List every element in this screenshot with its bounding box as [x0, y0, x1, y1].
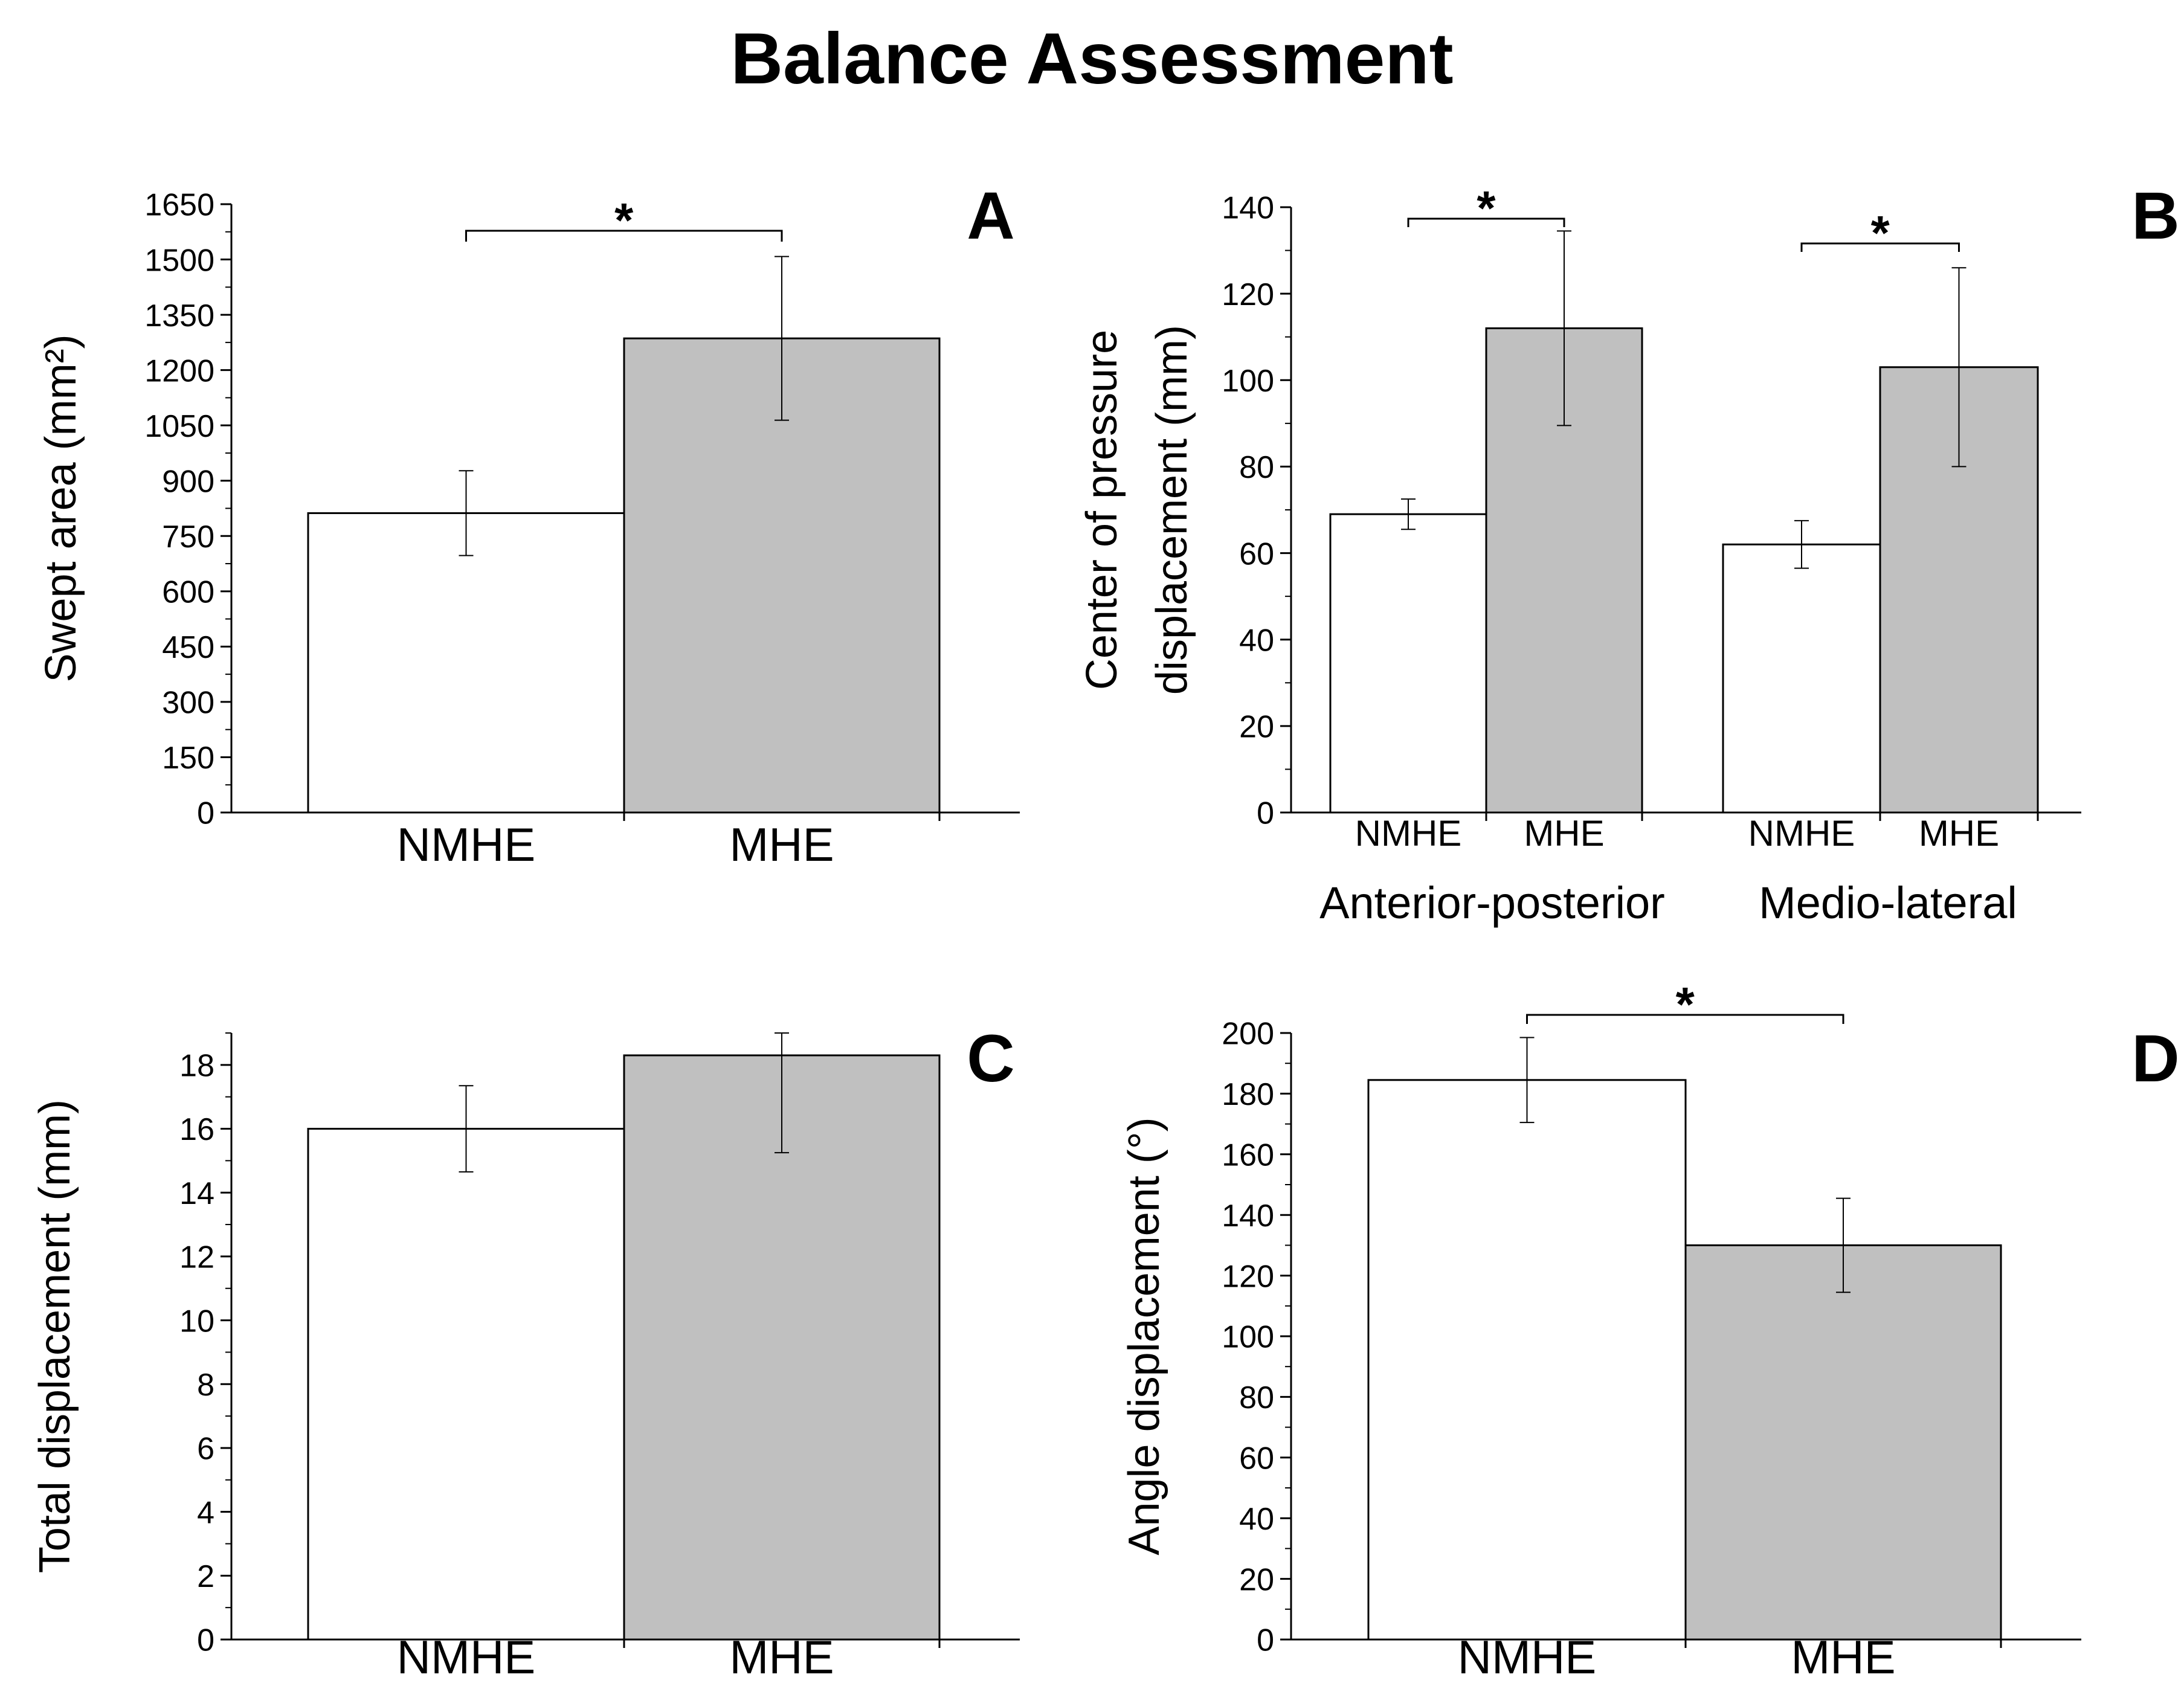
y-tick-label: 1050	[144, 409, 214, 444]
y-tick-label: 140	[1222, 1199, 1274, 1234]
group-label: Anterior-posterior	[1319, 878, 1665, 928]
y-tick-label: 8	[197, 1368, 214, 1403]
y-tick-label: 900	[162, 464, 214, 499]
y-tick-label: 60	[1239, 536, 1274, 571]
x-tick-label: NMHE	[1748, 813, 1855, 854]
y-tick-label: 150	[162, 741, 214, 776]
panel-label: A	[967, 179, 1014, 253]
y-tick-label: 100	[1222, 1320, 1274, 1355]
group-label: Medio-lateral	[1759, 878, 2017, 928]
significance-bracket	[1526, 1014, 1844, 1024]
y-tick-label: 2	[197, 1559, 214, 1594]
y-tick-label: 80	[1239, 1380, 1274, 1415]
bar-nmhe	[307, 512, 625, 814]
y-axis-label: Total displacement (mm)	[31, 1099, 79, 1573]
x-tick-label: NMHE	[397, 1630, 536, 1683]
y-tick-label: 180	[1222, 1077, 1274, 1112]
panel-label: C	[967, 1022, 1014, 1096]
y-tick-label: 160	[1222, 1138, 1274, 1173]
y-tick-label: 1200	[144, 353, 214, 388]
y-tick-label: 100	[1222, 364, 1274, 399]
y-tick-label: 16	[179, 1112, 214, 1147]
y-axis-label: Angle displacement (°)	[1120, 1117, 1168, 1555]
y-tick-label: 0	[1257, 796, 1274, 831]
y-tick-label: 120	[1222, 277, 1274, 312]
x-tick-label: MHE	[729, 818, 834, 871]
figure-title: Balance Assessment	[730, 18, 1454, 99]
bar-nmhe	[307, 1128, 625, 1641]
y-tick-label: 600	[162, 575, 214, 610]
bar-mhe	[1684, 1244, 2002, 1641]
chart-panel-c: 0 2 4 6 8 10 12 14 16 18 Total displacement (mm) NM…	[31, 1022, 1020, 1683]
y-tick-label: 6	[197, 1432, 214, 1467]
y-tick-label: 300	[162, 686, 214, 721]
y-tick-label: 18	[179, 1049, 214, 1084]
y-tick-label: 10	[179, 1304, 214, 1339]
y-tick-label: 140	[1222, 191, 1274, 226]
significance-star: *	[614, 193, 634, 247]
bar-nmhe	[1367, 1079, 1687, 1641]
y-tick-label: 80	[1239, 450, 1274, 485]
bar-nmhe	[1329, 513, 1487, 814]
chart-panel-d: 0 20 40 60 80 100 120 140 160 180 200 Angle displac…	[1120, 977, 2180, 1683]
y-tick-label: 200	[1222, 1017, 1274, 1052]
y-tick-label: 0	[197, 796, 214, 831]
y-tick-label: 0	[197, 1623, 214, 1658]
x-tick-label: MHE	[1919, 813, 1999, 854]
significance-star: *	[1871, 206, 1890, 260]
chart-panel-b: 0 20 40 60 80 100 120 140 Center of pressure disp…	[1078, 179, 2180, 928]
y-axis-label: displacement (mm)	[1148, 325, 1196, 695]
y-tick-label: 20	[1239, 1562, 1274, 1597]
y-tick-label: 120	[1222, 1259, 1274, 1294]
y-tick-label: 1650	[144, 188, 214, 223]
significance-star: *	[1477, 181, 1496, 235]
x-tick-label: MHE	[1524, 813, 1604, 854]
x-tick-label: NMHE	[397, 818, 536, 871]
x-tick-label: NMHE	[1458, 1630, 1597, 1683]
y-tick-label: 0	[1257, 1623, 1274, 1658]
y-tick-label: 1350	[144, 298, 214, 333]
y-tick-label: 750	[162, 520, 214, 555]
panel-label: B	[2131, 179, 2179, 253]
y-tick-label: 14	[179, 1176, 214, 1211]
bar-nmhe	[1722, 543, 1881, 814]
significance-star: *	[1676, 977, 1695, 1031]
x-tick-label: MHE	[729, 1630, 834, 1683]
y-tick-label: 1500	[144, 243, 214, 278]
y-tick-label: 4	[197, 1495, 214, 1530]
significance-bracket	[1800, 242, 1960, 252]
y-axis-label: Swept area (mm²)	[37, 334, 85, 682]
x-tick-label: NMHE	[1355, 813, 1462, 854]
x-tick-label: MHE	[1791, 1630, 1895, 1683]
significance-bracket	[465, 230, 783, 242]
y-tick-label: 40	[1239, 623, 1274, 658]
significance-bracket	[1407, 217, 1565, 227]
panel-label: D	[2131, 1022, 2179, 1096]
y-tick-label: 450	[162, 630, 214, 665]
y-tick-label: 40	[1239, 1502, 1274, 1537]
chart-panel-a: 0 150 300 450 600 750 900 1050 1200 1350 1500 1650 S…	[37, 179, 1020, 871]
y-tick-label: 60	[1239, 1441, 1274, 1476]
y-tick-label: 12	[179, 1240, 214, 1275]
y-tick-label: 20	[1239, 710, 1274, 745]
y-axis-label: Center of pressure	[1078, 330, 1126, 690]
